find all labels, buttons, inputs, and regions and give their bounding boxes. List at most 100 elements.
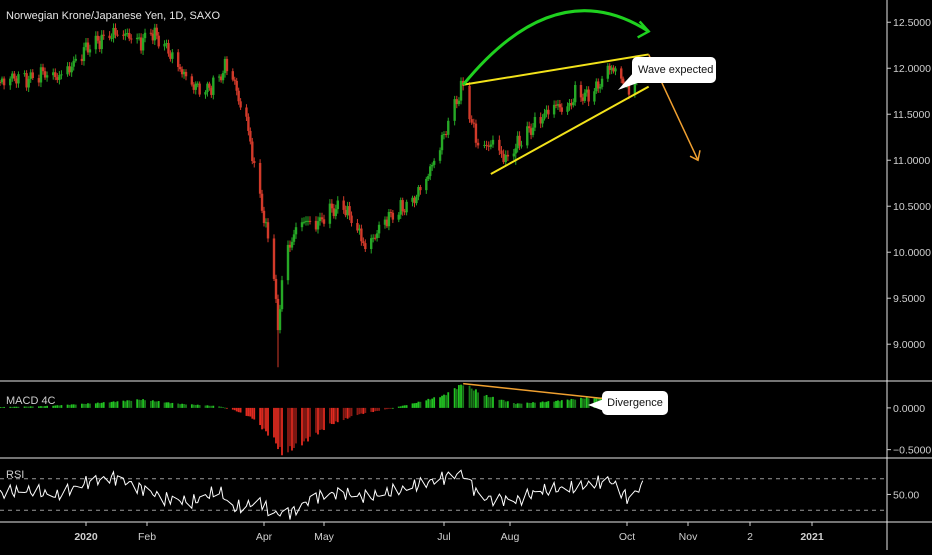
candle [371, 237, 375, 239]
candle [124, 33, 127, 36]
candle [411, 197, 414, 202]
macd-bar [472, 390, 475, 408]
macd-bar [401, 405, 404, 408]
candle [362, 241, 365, 244]
candle [304, 220, 308, 222]
candle [206, 83, 209, 93]
macd-bar [374, 407, 377, 412]
macd-bar [445, 395, 448, 408]
candle [41, 67, 45, 72]
time-tick-label: Apr [256, 531, 273, 543]
macd-bar [44, 406, 46, 408]
macd-bar [52, 405, 55, 408]
candle [552, 104, 556, 115]
macd-bar [558, 401, 561, 408]
macd-bar [498, 399, 501, 408]
candle [332, 208, 336, 217]
candle [566, 106, 569, 112]
macd-bar [128, 400, 131, 408]
macd-bar [0, 407, 1, 408]
macd-bar [23, 406, 26, 408]
candle [487, 145, 490, 147]
candle [82, 47, 86, 62]
wave-expected-callout[interactable]: Wave expected [632, 57, 716, 83]
candle [128, 32, 131, 39]
macd-bar [13, 406, 16, 408]
time-tick-label: Feb [138, 531, 156, 543]
candle [620, 68, 623, 79]
macd-bar [362, 407, 365, 414]
candle [518, 135, 521, 146]
candle [155, 27, 158, 36]
macd-bar [165, 402, 168, 408]
candle [417, 186, 420, 197]
candle [190, 76, 194, 85]
macd-bar [301, 407, 303, 446]
macd-bar [433, 397, 436, 408]
macd-bar [585, 397, 588, 408]
macd-bar [376, 407, 379, 411]
candle [336, 200, 339, 210]
candle [377, 224, 381, 234]
candle [86, 42, 90, 53]
candle [112, 27, 115, 38]
candle [583, 92, 587, 101]
macd-bar [530, 403, 532, 408]
candle [543, 113, 546, 119]
candle [290, 241, 294, 248]
candle [621, 78, 625, 84]
candle [260, 193, 264, 211]
candle [459, 80, 463, 101]
candle [430, 164, 434, 167]
candle [278, 309, 282, 331]
candle [387, 211, 391, 227]
candle [360, 228, 363, 242]
macd-bar [441, 395, 443, 408]
macd-bar [560, 400, 563, 408]
candle [180, 69, 184, 75]
candle [294, 227, 298, 235]
forecast-arc-arrowhead [637, 20, 651, 39]
macd-bar [570, 398, 573, 408]
macd-bar [462, 385, 465, 408]
macd-bar [9, 406, 12, 408]
candle [545, 109, 548, 114]
macd-bar [411, 403, 414, 408]
candle [239, 101, 242, 108]
macd-bar [85, 403, 87, 408]
macd-bar [492, 396, 494, 408]
macd-bar [332, 407, 335, 425]
candle [70, 66, 73, 73]
candle [600, 78, 604, 87]
candle [233, 79, 236, 81]
candle [182, 71, 186, 75]
macd-bar [460, 384, 462, 408]
macd-bar [277, 407, 279, 450]
divergence-callout[interactable]: Divergence [602, 391, 668, 415]
price-tick-label: 9.0000 [893, 339, 925, 351]
macd-bar [212, 405, 215, 408]
candle [58, 75, 61, 80]
candle [52, 72, 55, 76]
candle [204, 92, 207, 95]
macd-bar [74, 404, 77, 408]
candle [610, 67, 613, 71]
candle [560, 107, 563, 112]
candle [308, 220, 312, 222]
macd-bar [204, 405, 207, 408]
candle [391, 212, 395, 220]
candle [292, 234, 296, 242]
macd-bar [142, 399, 144, 408]
candle [116, 34, 119, 36]
price-tick-label: 12.5000 [893, 17, 931, 29]
candle [157, 35, 160, 47]
macd-bar [447, 392, 450, 408]
price-tick-label: 10.0000 [893, 247, 931, 259]
candle [453, 99, 456, 121]
candle [485, 144, 488, 146]
macd-bar [389, 407, 392, 409]
forecast-arrowhead [689, 150, 701, 162]
macd-bar [167, 402, 170, 408]
macd-bar [487, 397, 490, 408]
